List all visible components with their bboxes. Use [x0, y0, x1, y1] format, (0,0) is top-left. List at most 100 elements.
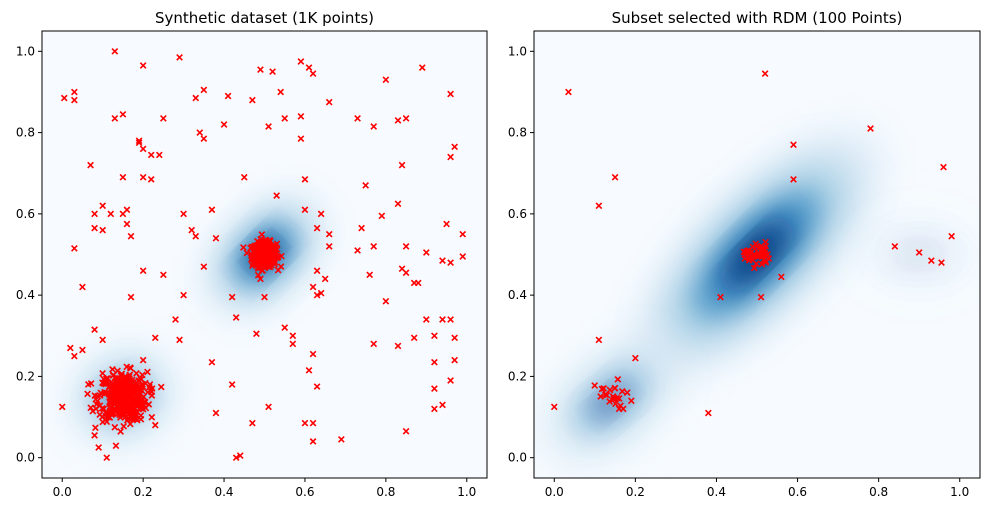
data-point-marker: [297, 135, 305, 143]
data-point-marker: [127, 293, 135, 301]
data-point-marker: [200, 86, 208, 94]
data-point-marker: [439, 257, 446, 264]
data-point-marker: [79, 283, 86, 291]
data-point-marker: [180, 210, 187, 218]
data-point-marker: [117, 428, 124, 435]
data-point-marker: [243, 249, 251, 257]
data-point-marker: [257, 66, 264, 73]
data-point-marker: [220, 121, 228, 128]
data-point-marker: [127, 364, 135, 372]
data-point-marker: [248, 419, 256, 427]
data-point-marker: [867, 125, 874, 132]
data-point-marker: [109, 386, 117, 394]
data-point-marker: [141, 379, 149, 387]
data-point-marker: [99, 336, 107, 344]
data-point-marker: [176, 54, 183, 61]
data-point-marker: [354, 247, 361, 254]
data-point-marker: [447, 377, 454, 384]
x-tick-label: 1.0: [457, 485, 476, 499]
data-point-marker: [597, 393, 605, 400]
data-point-marker: [447, 259, 454, 266]
data-point-marker: [313, 291, 321, 299]
y-tick-label: 1.0: [16, 44, 35, 58]
data-point-marker: [240, 173, 248, 181]
data-point-marker: [309, 70, 317, 78]
data-point-marker: [305, 64, 313, 71]
data-point-marker: [228, 381, 236, 388]
data-point-marker: [431, 332, 438, 340]
data-point-marker: [115, 388, 123, 396]
data-point-marker: [224, 92, 232, 100]
data-point-marker: [717, 293, 724, 301]
data-point-marker: [269, 259, 276, 266]
data-point-marker: [451, 334, 459, 342]
data-point-marker: [757, 293, 765, 301]
x-tick-label: 0.8: [376, 485, 395, 499]
data-point-marker: [762, 238, 769, 246]
data-point-marker: [139, 62, 147, 69]
data-point-marker: [60, 94, 68, 102]
data-point-marker: [87, 404, 95, 412]
y-tick-label: 0.4: [508, 288, 527, 302]
data-point-marker: [398, 161, 406, 169]
x-tick-label: 0.0: [545, 485, 564, 499]
data-point-marker: [378, 212, 386, 220]
data-point-marker: [135, 405, 143, 413]
right-panel: Subset selected with RDM (100 Points) 0.…: [508, 9, 981, 499]
data-point-marker: [611, 173, 619, 181]
data-point-marker: [95, 444, 103, 451]
data-point-marker: [212, 409, 220, 417]
data-point-marker: [155, 151, 163, 159]
data-point-marker: [79, 346, 86, 354]
data-point-marker: [277, 88, 285, 96]
data-point-marker: [370, 340, 378, 348]
data-point-marker: [704, 409, 712, 417]
data-point-marker: [273, 192, 281, 199]
data-point-marker: [325, 243, 333, 250]
data-point-marker: [255, 251, 263, 258]
data-point-marker: [623, 389, 631, 397]
data-point-marker: [87, 161, 94, 169]
data-point-marker: [447, 90, 454, 98]
data-point-marker: [261, 246, 269, 254]
data-point-marker: [139, 145, 147, 153]
data-point-marker: [777, 273, 785, 281]
data-point-marker: [212, 234, 220, 242]
data-point-marker: [750, 264, 758, 272]
data-point-marker: [270, 246, 278, 253]
data-point-marker: [248, 251, 256, 259]
data-point-marker: [123, 220, 131, 228]
data-point-marker: [321, 275, 329, 283]
data-point-marker: [140, 401, 148, 409]
data-point-marker: [151, 421, 159, 429]
data-point-marker: [236, 452, 244, 460]
data-point-marker: [70, 96, 78, 104]
data-point-marker: [297, 112, 305, 120]
data-point-marker: [265, 123, 272, 130]
data-point-marker: [598, 385, 606, 393]
data-point-marker: [451, 143, 459, 151]
data-point-marker: [117, 401, 125, 409]
data-point-marker: [115, 409, 123, 417]
data-point-marker: [257, 275, 264, 283]
data-point-marker: [382, 76, 390, 84]
data-point-marker: [591, 382, 599, 389]
data-point-marker: [146, 381, 154, 388]
data-point-marker: [109, 365, 116, 373]
data-point-marker: [232, 314, 240, 321]
data-point-marker: [139, 267, 147, 275]
data-point-marker: [147, 151, 155, 159]
data-point-marker: [362, 182, 370, 189]
data-point-marker: [325, 230, 333, 238]
data-point-marker: [313, 267, 321, 275]
data-point-marker: [938, 259, 945, 266]
left-chart-title: Synthetic dataset (1K points): [155, 9, 374, 27]
left-points: [58, 47, 467, 462]
data-point-marker: [305, 366, 313, 374]
data-point-marker: [139, 356, 147, 364]
data-point-marker: [606, 386, 614, 394]
density-layer: [904, 245, 934, 264]
data-point-marker: [115, 398, 123, 406]
data-point-marker: [595, 202, 603, 210]
data-point-marker: [196, 129, 204, 136]
